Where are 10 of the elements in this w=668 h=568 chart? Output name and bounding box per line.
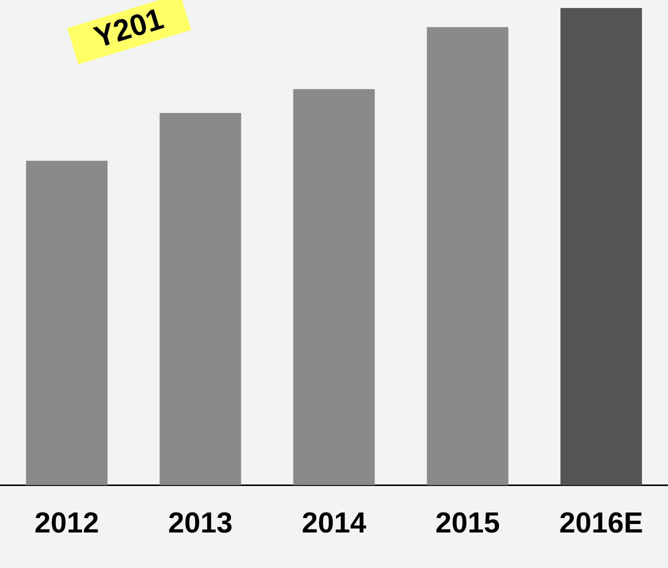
x-tick-label: 2016E — [559, 508, 644, 540]
x-tick-label: 2013 — [168, 508, 233, 540]
x-tick-label: 2015 — [435, 508, 500, 540]
bar — [160, 112, 242, 486]
bar — [293, 89, 375, 486]
x-tick-label: 2014 — [302, 508, 366, 540]
bar — [426, 27, 508, 486]
bar — [26, 160, 108, 486]
x-tick-label: 2012 — [34, 508, 100, 540]
bar — [560, 8, 642, 486]
